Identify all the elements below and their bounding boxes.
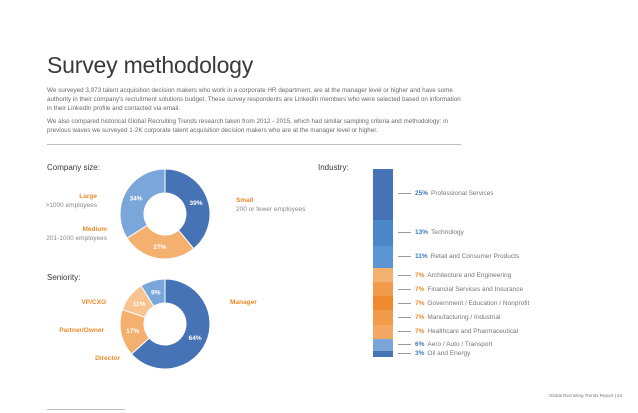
industry-leader-line xyxy=(398,192,411,194)
company-size-slice-label: 34% xyxy=(130,195,143,202)
industry-leader-line xyxy=(398,288,411,290)
company-size-slice-label: 39% xyxy=(190,200,203,207)
industry-legend-item: 7% Architecture and Engineering xyxy=(398,271,511,279)
industry-bar-segment xyxy=(373,282,393,297)
industry-legend-item: 7% Healthcare and Pharmaceutical xyxy=(398,328,518,336)
seniority-slice-manager xyxy=(130,278,211,370)
company-size-label: Company size: xyxy=(47,163,100,172)
industry-leader-line xyxy=(398,232,411,234)
seniority-slice-label: 17% xyxy=(126,328,139,335)
industry-percent: 7% xyxy=(415,299,425,307)
company-small-desc: 200 or fewer employees xyxy=(236,206,306,213)
industry-name: Technology xyxy=(431,229,464,237)
industry-label: Industry: xyxy=(318,163,349,172)
industry-legend-item: 11% Retail and Consumer Products xyxy=(398,253,519,261)
industry-name: Aero / Auto / Transport xyxy=(427,341,493,349)
section-divider xyxy=(47,144,461,145)
industry-leader-line xyxy=(398,274,411,276)
industry-percent: 11% xyxy=(415,253,428,261)
industry-legend-item: 13% Technology xyxy=(398,229,464,237)
industry-name: Manufacturing / Industrial xyxy=(427,314,501,322)
industry-leader-line xyxy=(398,353,411,355)
industry-leader-line xyxy=(398,256,411,258)
industry-percent: 7% xyxy=(415,271,425,279)
company-medium-desc: 201-1000 employees xyxy=(46,235,107,242)
industry-name: Government / Education / Nonprofit xyxy=(427,299,530,307)
industry-leader-line xyxy=(398,302,411,304)
footer-rule xyxy=(47,409,125,410)
industry-stacked-bar xyxy=(373,169,393,357)
company-size-slice-label: 27% xyxy=(153,244,166,251)
industry-percent: 25% xyxy=(415,189,429,197)
industry-leader-line xyxy=(398,331,411,333)
page-title: Survey methodology xyxy=(47,52,254,78)
company-size-donut-chart: 39% 27% 34% xyxy=(119,168,211,260)
industry-percent: 7% xyxy=(415,314,425,322)
footer-text: Global Recruiting Trends Report | 24 xyxy=(549,393,622,398)
seniority-slice-label: 11% xyxy=(133,301,146,308)
industry-legend-item: 6% Aero / Auto / Transport xyxy=(398,341,492,349)
company-large-desc: >1000 employees xyxy=(45,202,98,209)
industry-bar-segment xyxy=(373,268,393,283)
industry-legend-item: 7% Government / Education / Nonprofit xyxy=(398,299,529,307)
seniority-label: Seniority: xyxy=(47,273,81,282)
industry-bar-segment xyxy=(373,219,393,246)
company-small-name: Small xyxy=(236,197,254,204)
industry-bar-segment xyxy=(373,169,393,220)
comparison-paragraph: We also compared historical Global Recru… xyxy=(47,118,448,134)
seniority-director-label: Director xyxy=(95,355,120,362)
seniority-manager-label: Manager xyxy=(230,299,257,306)
company-size-slice-large xyxy=(119,168,166,239)
industry-legend-item: 3% Oil and Energy xyxy=(398,350,470,358)
industry-name: Architecture and Engineering xyxy=(427,271,512,279)
seniority-donut-chart: 64% 17% 11% 9% xyxy=(119,278,211,370)
industry-percent: 13% xyxy=(415,229,429,237)
industry-legend-item: 7% Financial Services and Insurance xyxy=(398,285,523,293)
industry-percent: 7% xyxy=(415,285,425,293)
industry-name: Retail and Consumer Products xyxy=(430,253,520,261)
company-large-name: Large xyxy=(79,193,97,200)
industry-name: Financial Services and Insurance xyxy=(427,285,524,293)
industry-bar-segment xyxy=(373,245,393,269)
intro-paragraph: We surveyed 3,973 talent acquisition dec… xyxy=(47,87,461,112)
industry-bar-segment xyxy=(373,350,393,357)
seniority-slice-label: 64% xyxy=(189,335,202,342)
industry-leader-line xyxy=(398,344,411,346)
company-medium-name: Medium xyxy=(82,226,107,233)
industry-legend-item: 7% Manufacturing / Industrial xyxy=(398,314,500,322)
industry-legend-item: 25% Professional Services xyxy=(398,189,494,197)
industry-percent: 7% xyxy=(415,328,425,336)
seniority-slice-vp-cxo xyxy=(140,278,166,307)
industry-name: Oil and Energy xyxy=(427,350,471,358)
industry-bar-segment xyxy=(373,324,393,339)
industry-name: Healthcare and Pharmaceutical xyxy=(427,328,519,336)
seniority-slice-label: 9% xyxy=(151,290,161,297)
seniority-partner-label: Partner/Owner xyxy=(59,327,104,334)
industry-bar-segment xyxy=(373,296,393,311)
seniority-vpcxo-label: VP/CXO xyxy=(81,299,106,306)
company-size-slice-small xyxy=(164,168,211,250)
industry-percent: 6% xyxy=(415,341,425,349)
industry-bar-segment xyxy=(373,338,393,351)
industry-name: Professional Services xyxy=(431,189,494,197)
industry-bar-segment xyxy=(373,310,393,325)
industry-leader-line xyxy=(398,317,411,319)
industry-percent: 3% xyxy=(415,350,425,358)
